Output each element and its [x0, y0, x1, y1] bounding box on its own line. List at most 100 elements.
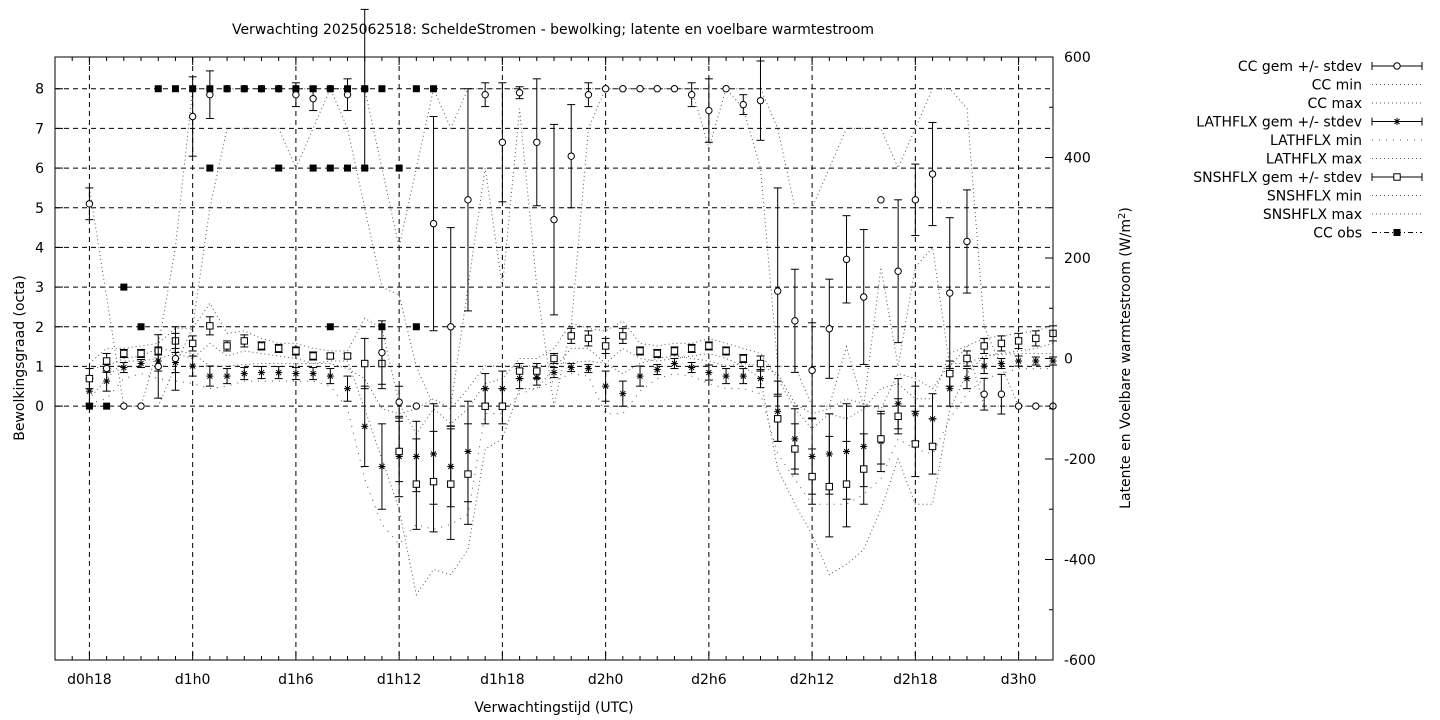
y2-tick-label: 400 — [1064, 151, 1091, 167]
cc-mean-point — [997, 390, 1006, 398]
snshflx-mean-series — [85, 316, 1057, 540]
star-stroke — [379, 463, 385, 470]
star-stroke — [551, 369, 557, 376]
cc-obs-point — [430, 85, 438, 93]
y2-tick-label: -600 — [1064, 653, 1096, 669]
snshflx-mean-point — [188, 339, 197, 348]
y-tick-label: 1 — [35, 359, 44, 375]
cc-mean-point — [722, 85, 730, 93]
lathflx-mean-point — [378, 463, 386, 471]
legend-label: SNSHFLX max — [1263, 207, 1362, 223]
snshflx-mean-point — [447, 480, 455, 488]
cc-obs-point — [326, 164, 334, 172]
cc-mean-point — [1014, 402, 1023, 410]
cc-mean-point — [188, 112, 197, 121]
snshflx-mean-point — [946, 369, 954, 378]
cc-mean-point — [154, 362, 162, 371]
cc-obs-point — [412, 85, 420, 93]
cc-obs-point — [171, 85, 179, 93]
legend-marker — [1393, 173, 1401, 181]
cc-obs-point — [206, 164, 214, 172]
snshflx-mean-point — [515, 367, 524, 375]
y2-axis-label: Latente en Voelbare warmtestroom (W/m2) — [1117, 207, 1135, 509]
snshflx-mean-point — [223, 342, 231, 350]
snshflx-mean-point — [877, 435, 885, 443]
cc-mean-point — [980, 390, 988, 398]
snshflx-mean-point — [533, 367, 541, 375]
star-stroke — [293, 370, 299, 377]
cc-mean-point — [619, 85, 627, 93]
cc-mean-point — [395, 398, 403, 406]
snshflx-mean-point — [240, 337, 248, 345]
star-stroke — [688, 364, 695, 371]
y-tick-label: 7 — [35, 121, 44, 137]
cc-mean-point — [636, 85, 644, 93]
legend-marker — [1393, 118, 1401, 125]
star-stroke — [86, 388, 93, 395]
lathflx-mean-point — [688, 364, 696, 372]
cc-obs-point — [395, 164, 403, 172]
snshflx-mean-point — [842, 480, 851, 488]
snshflx-mean-point — [980, 342, 988, 350]
cc-obs-point — [361, 85, 369, 93]
cc-obs-point — [326, 85, 334, 93]
cc-mean-point — [894, 267, 902, 275]
cc-mean-point — [601, 85, 610, 93]
lathflx-mean-point — [257, 369, 265, 377]
x-tick-label: d1h6 — [278, 672, 314, 688]
cc-mean-point — [705, 106, 713, 115]
legend-label: LATHFLX gem +/- stdev — [1196, 115, 1362, 131]
snshflx-min-line — [89, 342, 1054, 596]
cc-mean-point — [687, 90, 696, 99]
cc-obs-series — [85, 85, 438, 410]
snshflx-mean-point — [1032, 334, 1040, 343]
cc-mean-point — [808, 366, 816, 375]
star-stroke — [706, 369, 712, 376]
cc-mean-point — [1032, 402, 1040, 410]
lathflx-mean-point — [653, 366, 661, 374]
cc-mean-point — [120, 402, 128, 410]
snshflx-mean-point — [705, 342, 713, 350]
snshflx-mean-point — [584, 334, 593, 343]
snshflx-mean-point — [395, 447, 403, 456]
y-tick-label: 4 — [35, 240, 44, 256]
lathflx-max-line — [89, 347, 1053, 415]
lathflx-mean-point — [223, 372, 231, 380]
lathflx-mean-point — [756, 375, 764, 383]
star-stroke — [946, 385, 953, 392]
lathflx-mean-point — [602, 382, 610, 390]
cc-mean-point — [825, 325, 834, 333]
star-stroke — [275, 369, 282, 376]
snshflx-mean-point — [670, 347, 679, 355]
star-stroke — [1394, 118, 1400, 125]
lathflx-mean-point — [550, 369, 558, 377]
star-stroke — [602, 383, 609, 389]
cc-mean-point — [102, 364, 111, 373]
snshflx-mean-point — [825, 482, 834, 491]
snshflx-mean-point — [412, 480, 421, 488]
cc-obs-point — [344, 164, 352, 172]
lathflx-mean-point — [739, 372, 747, 380]
star-stroke — [671, 360, 678, 367]
y2-axis-label-sup: 2 — [1117, 213, 1128, 219]
x-tick-label: d2h18 — [893, 672, 937, 688]
legend-label: CC gem +/- stdev — [1238, 59, 1362, 75]
snshflx-mean-point — [619, 332, 627, 340]
y2-tick-label: 600 — [1064, 50, 1091, 66]
y2-axis-ticks: 600 400 200 0 -200 -400 -600 — [1045, 50, 1096, 669]
lathflx-mean-point — [120, 364, 128, 372]
legend-label: LATHFLX min — [1270, 133, 1362, 149]
snshflx-mean-point — [309, 352, 317, 360]
y2-tick-label: 200 — [1064, 251, 1091, 267]
x-axis-ticks: d0h18 d1h0 d1h6 d1h12 d1h18 d2h0 d2h6 d2h12 d2h1… — [54, 57, 1054, 688]
series-layer — [85, 8, 1057, 596]
lathflx-min-line — [89, 368, 1053, 546]
star-stroke — [224, 373, 230, 379]
y2-axis-label-main: Latente en Voelbare warmtestroom (W/m — [1118, 219, 1134, 509]
cc-mean-point — [447, 323, 455, 331]
snshflx-mean-point — [498, 402, 507, 410]
snshflx-mean-point — [550, 354, 558, 363]
cc-mean-point — [171, 354, 180, 363]
cc-mean-point — [309, 94, 317, 103]
cc-obs-point — [275, 164, 283, 172]
